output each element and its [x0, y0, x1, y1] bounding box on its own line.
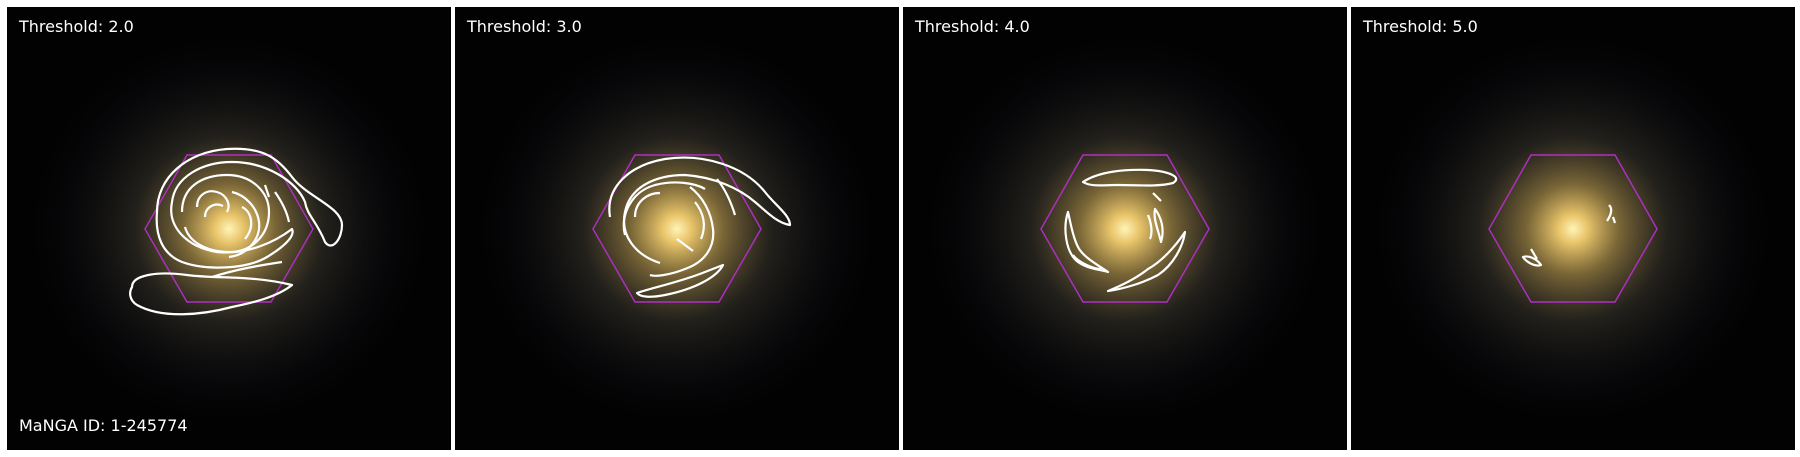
ifu-hexagon: [1040, 154, 1210, 303]
galaxy-image: [455, 7, 899, 450]
ifu-hexagon: [1488, 154, 1658, 303]
threshold-panel-5: Threshold: 5.0: [1351, 7, 1795, 450]
threshold-panel-3: Threshold: 3.0: [455, 7, 899, 450]
contour-lines: [1064, 168, 1187, 293]
ifu-hexagon: [592, 154, 762, 303]
ifu-hexagon: [144, 154, 314, 303]
galaxy-image: [1351, 7, 1795, 450]
galaxy-id-label: MaNGA ID: 1-245774: [19, 416, 188, 435]
galaxy-glow: [467, 24, 887, 434]
threshold-label: Threshold: 2.0: [19, 17, 134, 36]
threshold-panel-2: Threshold: 2.0 MaNGA ID: 1-245774: [7, 7, 451, 450]
galaxy-image: [7, 7, 451, 450]
threshold-label: Threshold: 5.0: [1363, 17, 1478, 36]
galaxy-image: [903, 7, 1347, 450]
galaxy-glow: [915, 24, 1335, 434]
contour-lines: [1521, 204, 1617, 267]
contour-lines: [129, 147, 344, 316]
threshold-panel-4: Threshold: 4.0: [903, 7, 1347, 450]
threshold-label: Threshold: 3.0: [467, 17, 582, 36]
galaxy-glow: [1363, 24, 1783, 434]
galaxy-glow: [19, 24, 439, 434]
threshold-label: Threshold: 4.0: [915, 17, 1030, 36]
contour-lines: [608, 156, 792, 298]
